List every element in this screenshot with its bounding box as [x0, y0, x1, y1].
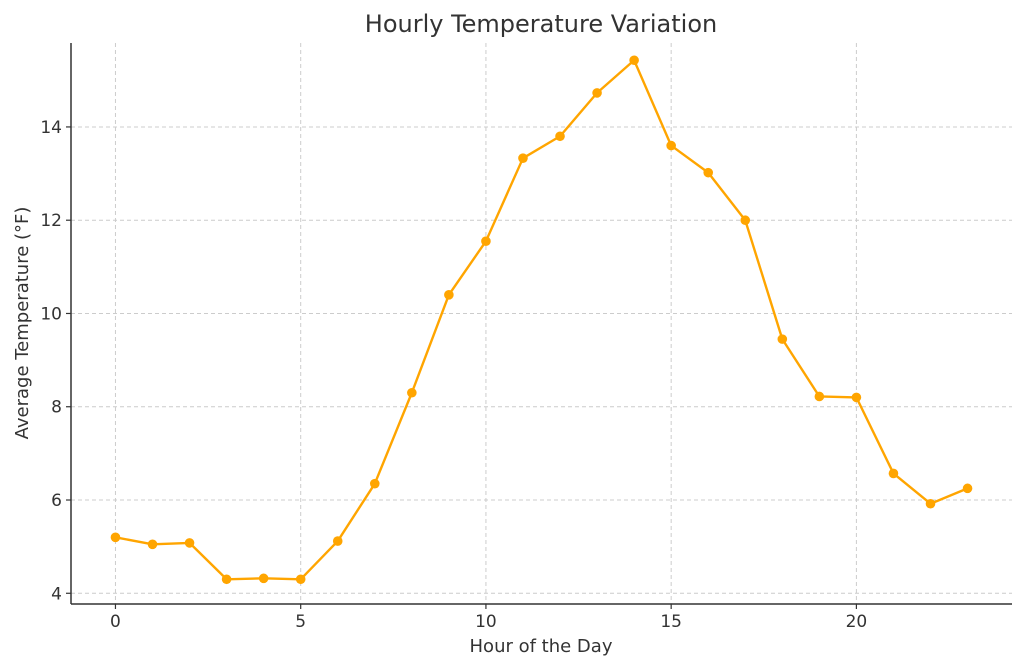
ticks: 0 5 10 15 20 4 6 8 10 12 14: [40, 118, 867, 632]
data-point: [110, 532, 121, 543]
data-point: [221, 574, 232, 585]
axes: [70, 43, 1012, 605]
x-tick-label: 0: [110, 612, 121, 632]
y-tick-label: 8: [51, 398, 62, 418]
y-tick-label: 14: [40, 118, 62, 138]
data-point: [629, 55, 639, 66]
chart-title: Hourly Temperature Variation: [365, 10, 717, 38]
x-tick-label: 15: [660, 612, 682, 632]
data-point: [962, 483, 973, 494]
x-axis-label: Hour of the Day: [470, 636, 613, 657]
data-point: [592, 88, 602, 98]
series: [110, 55, 973, 585]
data-point: [407, 387, 417, 398]
data-point: [481, 236, 491, 246]
data-point: [332, 536, 343, 546]
series-line: [114, 59, 969, 581]
x-tick-label: 5: [295, 612, 306, 632]
x-tick-label: 10: [475, 612, 497, 632]
data-point: [851, 392, 862, 403]
data-point: [925, 498, 936, 509]
data-point: [814, 391, 825, 402]
y-axis-label: Average Temperature (°F): [12, 207, 33, 440]
y-tick-label: 6: [51, 491, 62, 511]
grid: [71, 43, 1012, 604]
data-point: [295, 574, 306, 585]
data-point: [258, 573, 269, 584]
data-point: [555, 131, 565, 142]
data-point: [518, 153, 528, 163]
data-point: [184, 538, 195, 548]
data-point: [369, 478, 380, 489]
y-tick-label: 10: [40, 304, 62, 324]
data-point: [666, 140, 676, 151]
y-tick-label: 12: [40, 211, 62, 231]
y-tick-label: 4: [51, 584, 62, 604]
data-point: [777, 334, 788, 344]
data-point: [147, 539, 158, 550]
x-tick-label: 20: [846, 612, 868, 632]
data-point: [740, 215, 751, 226]
data-point: [888, 468, 899, 479]
data-point: [444, 290, 454, 300]
data-point: [703, 167, 714, 178]
